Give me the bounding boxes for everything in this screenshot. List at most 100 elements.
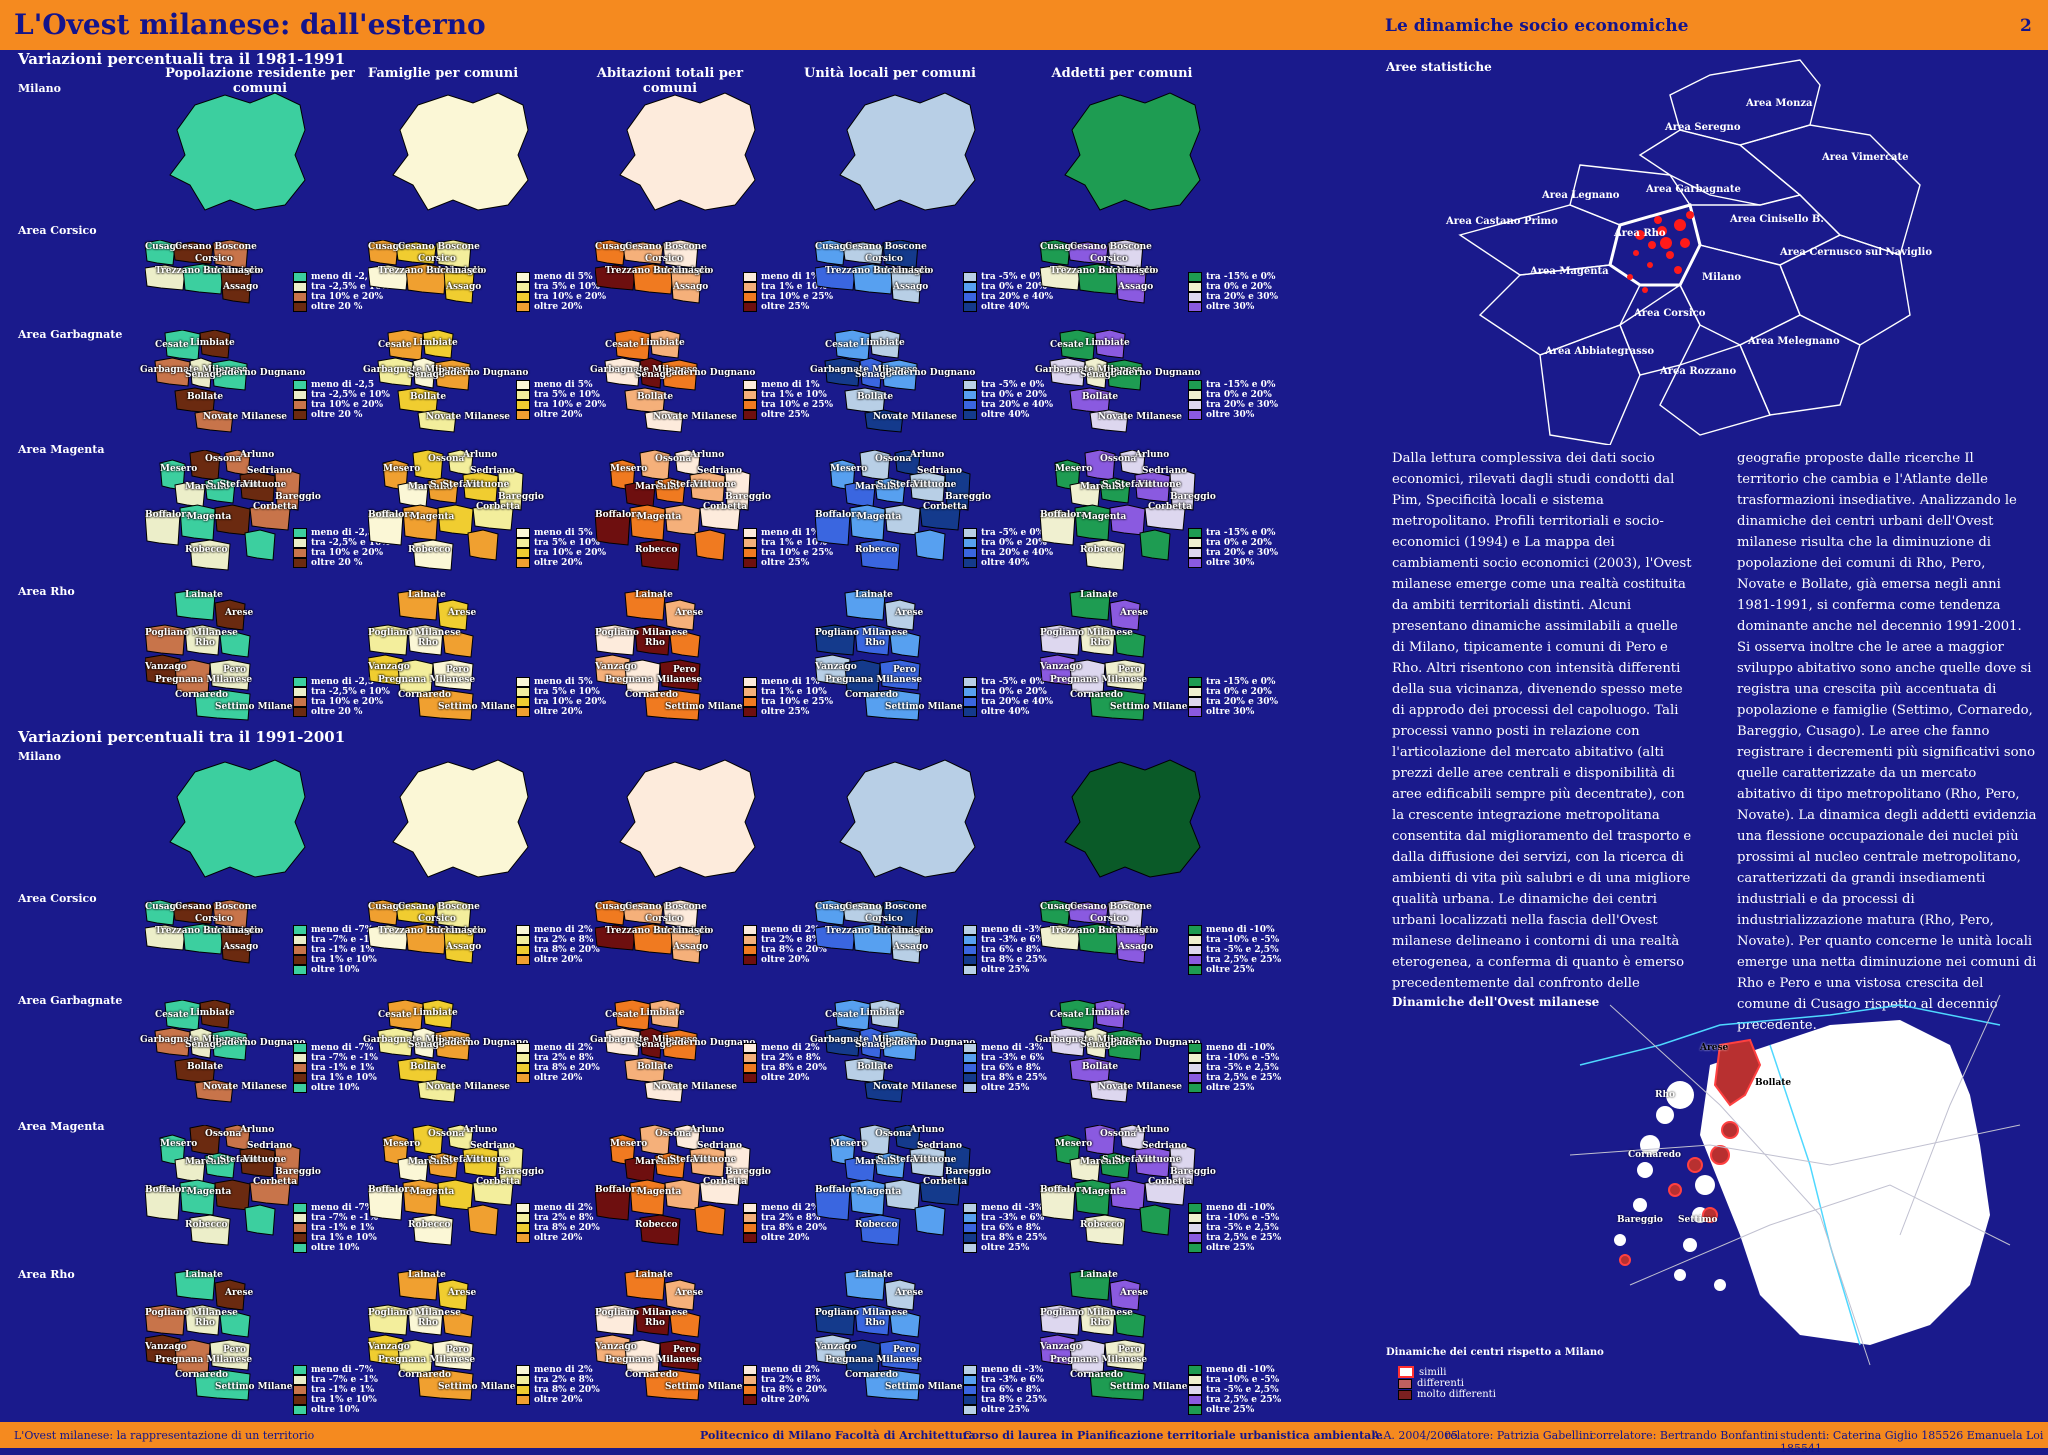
town-label: Robecco — [408, 1220, 451, 1230]
area-label: Area Corsico — [1634, 308, 1706, 319]
town-label: Corbetta — [923, 1177, 968, 1187]
legend-label: meno di -10% — [1206, 925, 1275, 935]
row-label-garbagnate-2: Area Garbagnate — [18, 994, 123, 1007]
legend-row: meno di 2% — [743, 1043, 827, 1053]
town-label: Trezzano sul Naviglio — [825, 266, 934, 276]
legend-row: meno di 1% — [743, 677, 833, 687]
town-label: Bareggio — [945, 492, 991, 502]
town-label: Mesero — [1055, 464, 1093, 474]
comune-shape — [664, 599, 696, 631]
legend-swatch — [293, 390, 307, 400]
comune-shape — [1049, 357, 1086, 387]
legend-label: oltre 20% — [534, 1395, 583, 1405]
legend-swatch — [516, 410, 530, 420]
comune-shape — [1069, 590, 1111, 621]
legend-swatch — [516, 548, 530, 558]
legend-row: tra 10% e 20% — [516, 548, 606, 558]
town-label: Magenta — [1082, 512, 1127, 522]
town-label: Magenta — [187, 512, 232, 522]
legend-label: meno di -2,5 — [311, 677, 375, 687]
legend-swatch — [293, 1063, 307, 1073]
town-label: Garbagnate Milanese — [1035, 1035, 1143, 1045]
legend-swatch — [516, 945, 530, 955]
town-label: Trezzano sul Naviglio — [605, 266, 714, 276]
milano-map-fam-2001 — [378, 752, 553, 887]
legend-row: meno di 1% — [743, 528, 833, 538]
legend-label: oltre 25% — [761, 410, 810, 420]
comune-shape — [595, 1184, 631, 1221]
comune-shape — [1104, 1339, 1146, 1371]
town-label: Rho — [1090, 638, 1111, 648]
comune-shape — [854, 624, 891, 656]
legend-swatch — [963, 687, 977, 697]
town-label: Cusago — [595, 242, 632, 252]
legend-row: tra 0% e 20% — [1188, 282, 1278, 292]
comune-shape — [914, 1204, 946, 1236]
legend-swatch — [293, 1365, 307, 1375]
legend-swatch — [963, 955, 977, 965]
garbagnate-map-add-2001: Cesate Limbiate Garbagnate Milanese Senago P… — [1035, 1000, 1270, 1140]
town-label: Marcallo — [635, 1157, 680, 1167]
town-label: Pero — [223, 1345, 246, 1355]
legend-fam-1991: meno di 5% tra 5% e 10% tra 10% e 20% oltre… — [516, 677, 606, 717]
legend-row: oltre 20% — [743, 1073, 827, 1083]
town-label: Vittuone — [1138, 1155, 1182, 1165]
town-label: Boffalora — [815, 1185, 862, 1195]
comune-shape — [1084, 539, 1126, 571]
legend-label: tra 0% e 20% — [981, 282, 1047, 292]
corsico-map-pop-1991: Cusago Cesano Boscone Corsico Trezzano sul … — [145, 240, 375, 380]
legend-row: tra 2% e 8% — [743, 1213, 827, 1223]
town-label: Lainate — [855, 1270, 893, 1280]
town-label: Sedriano — [697, 466, 743, 476]
legend-row: meno di -7% — [293, 1203, 378, 1213]
comune-shape — [220, 267, 252, 304]
legend-add-1991: tra -15% e 0% tra 0% e 20% tra 20% e 30% ol… — [1188, 677, 1278, 717]
legend-fam-1991: meno di 5% tra 5% e 10% tra 10% e 20% oltre… — [516, 528, 606, 568]
legend-row: oltre 20% — [516, 1233, 600, 1243]
town-label: Rho — [418, 638, 439, 648]
magenta-map-add-1991: Mesero Ossona Arluno Marcallo S. Stefano Sedr… — [1040, 450, 1270, 590]
legend-row: oltre 20% — [516, 707, 606, 717]
comune-shape — [1094, 1000, 1126, 1029]
town-label: Cornaredo — [398, 1370, 452, 1380]
page-number: 2 — [2020, 16, 2032, 36]
legend-label: tra 8% e 20% — [761, 945, 827, 955]
comune-shape — [595, 924, 636, 951]
town-label: Corsico — [418, 914, 456, 924]
comune-shape — [377, 1027, 414, 1057]
comune-shape — [211, 359, 248, 391]
town-label: Arese — [675, 608, 704, 618]
legend-row: tra 20% e 30% — [1188, 292, 1278, 302]
legend-row: oltre 40% — [963, 558, 1053, 568]
comune-shape — [1089, 689, 1146, 721]
town-label: Sedriano — [1142, 1141, 1188, 1151]
legend-row: oltre 25% — [743, 558, 833, 568]
text-column-1: Dalla lettura complessiva dei dati socio… — [1392, 451, 1692, 991]
town-label: Assago — [446, 942, 482, 952]
town-label: Vittuone — [1138, 480, 1182, 490]
legend-swatch — [516, 955, 530, 965]
town-label: Corsico — [195, 914, 233, 924]
comune-shape — [179, 504, 216, 541]
magenta-map-abi-2001: Mesero Ossona Arluno Marcallo S. Stefano Sedr… — [595, 1125, 825, 1265]
comune-shape — [145, 264, 186, 291]
comune-shape — [1089, 409, 1129, 433]
dyn-legend: simili differenti molto differenti — [1398, 1366, 1496, 1400]
legend-label: tra 10% e 20% — [311, 697, 384, 707]
legend-swatch — [743, 1043, 757, 1053]
garbagnate-map-pop-2001: Cesate Limbiate Garbagnate Milanese Senago P… — [140, 1000, 375, 1140]
legend-label: tra -1% e 1% — [311, 1223, 375, 1233]
legend-label: oltre 20 % — [311, 410, 363, 420]
legend-row: tra 1% e 10% — [743, 538, 833, 548]
legend-label: tra 10% e 20% — [311, 292, 384, 302]
legend-swatch — [516, 272, 530, 282]
comune-shape — [442, 1311, 474, 1338]
comune-shape — [395, 901, 437, 925]
town-label: Ossona — [655, 1129, 692, 1139]
legend-swatch — [1188, 302, 1202, 312]
legend-row: meno di 5% — [516, 528, 606, 538]
legend-row: tra 10% e 20% — [293, 697, 390, 707]
legend-label: meno di 1% — [761, 272, 820, 282]
legend-row: oltre 20% — [516, 558, 606, 568]
town-label: Assago — [673, 282, 709, 292]
